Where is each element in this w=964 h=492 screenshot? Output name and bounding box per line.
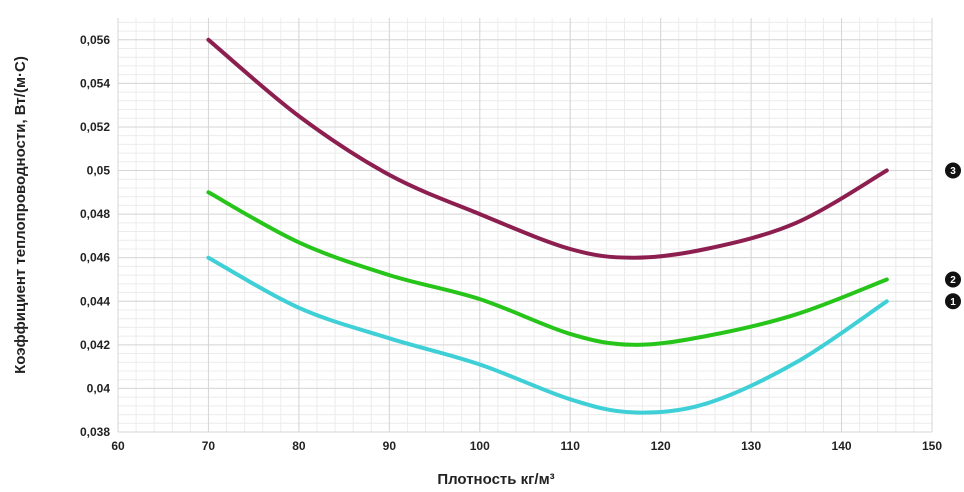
series-group xyxy=(206,37,889,415)
x-tick-label: 150 xyxy=(922,439,942,453)
series-marker-2: 2 xyxy=(945,271,961,288)
x-tick-label: 80 xyxy=(292,439,306,453)
x-tick-label: 100 xyxy=(470,439,490,453)
series-marker-1: 1 xyxy=(945,293,961,310)
series-line-3 xyxy=(206,37,889,260)
series-line-1 xyxy=(206,255,889,415)
y-tick-label: 0,038 xyxy=(80,425,110,439)
x-tick-label: 130 xyxy=(741,439,761,453)
x-tick-label: 140 xyxy=(832,439,852,453)
grid-major xyxy=(117,18,933,433)
y-tick-label: 0,04 xyxy=(87,381,111,395)
series-marker-badge xyxy=(945,293,961,310)
y-tick-label: 0,05 xyxy=(87,164,111,178)
series-marker-label: 1 xyxy=(950,297,956,308)
y-axis-ticks: 0,038 0,04 0,042 0,044 0,046 0,048 0,05 0,052 0,… xyxy=(80,33,110,439)
x-axis-ticks: 60 70 80 90 100 110 120 130 140 150 xyxy=(111,439,942,453)
series-marker-badge xyxy=(945,162,961,179)
x-tick-label: 60 xyxy=(111,439,125,453)
x-axis-title: Плотность кг/м³ xyxy=(437,471,554,488)
series-marker-label: 3 xyxy=(950,166,956,177)
y-tick-label: 0,042 xyxy=(80,338,110,352)
series-marker-3: 3 xyxy=(945,162,961,179)
x-tick-label: 70 xyxy=(202,439,216,453)
series-marker-badge xyxy=(945,271,961,288)
x-tick-label: 120 xyxy=(651,439,671,453)
plot-background xyxy=(118,18,932,432)
y-tick-label: 0,046 xyxy=(80,251,110,265)
y-tick-label: 0,054 xyxy=(80,76,110,90)
y-axis-title: Коэффициент теплопроводности, Вт/(м·С) xyxy=(12,56,29,374)
series-marker-label: 2 xyxy=(950,275,956,286)
x-tick-label: 90 xyxy=(383,439,397,453)
series-markers: 1 2 3 xyxy=(945,162,961,310)
y-tick-label: 0,048 xyxy=(80,207,110,221)
y-tick-label: 0,044 xyxy=(80,294,110,308)
x-tick-label: 110 xyxy=(561,439,581,453)
series-line-2 xyxy=(206,190,889,347)
y-tick-label: 0,056 xyxy=(80,33,110,47)
y-tick-label: 0,052 xyxy=(80,120,110,134)
